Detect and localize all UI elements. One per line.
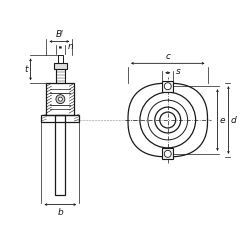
Bar <box>42 115 79 122</box>
Bar <box>162 148 173 159</box>
Text: c: c <box>165 52 170 61</box>
Text: t: t <box>24 65 28 74</box>
Circle shape <box>58 97 62 101</box>
Bar <box>56 115 65 194</box>
Bar <box>54 63 67 69</box>
Circle shape <box>164 150 171 157</box>
Text: d: d <box>230 116 236 124</box>
Text: n: n <box>68 42 73 51</box>
Text: Bᴵ: Bᴵ <box>56 30 63 40</box>
Bar <box>46 83 74 115</box>
Bar <box>58 56 63 63</box>
Text: e: e <box>220 116 225 124</box>
Text: s: s <box>176 67 181 76</box>
Bar <box>162 81 173 92</box>
Text: b: b <box>58 208 63 216</box>
Circle shape <box>56 95 65 104</box>
Circle shape <box>164 83 171 90</box>
Bar <box>56 69 65 83</box>
